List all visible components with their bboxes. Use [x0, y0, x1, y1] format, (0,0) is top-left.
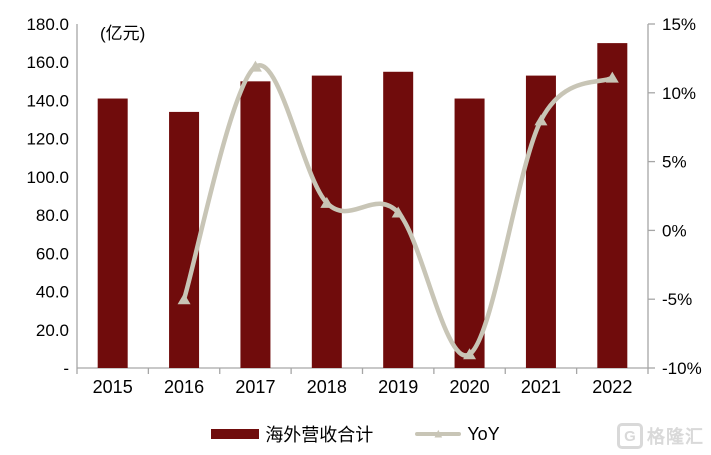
right-axis-tick-label: -5%: [662, 290, 692, 309]
right-axis-tick-label: 0%: [662, 221, 687, 240]
right-axis-tick-label: 5%: [662, 153, 687, 172]
left-axis-tick-label: 40.0: [36, 283, 69, 302]
yoy-marker-2016: [177, 293, 191, 305]
legend-item-yoy: ▲ YoY: [415, 423, 500, 445]
yoy-marker-2019: [391, 206, 405, 218]
yoy-marker-2020: [463, 348, 477, 360]
legend-label-overseas-revenue: 海外营收合计: [265, 425, 374, 445]
yoy-marker-2021: [534, 114, 548, 126]
chart-plot-area: 180.0 160.0 140.0 120.0 100.0 80.0 60.0 40.0 20.…: [26, 15, 702, 397]
right-axis-tick-label: 15%: [662, 15, 696, 34]
left-axis-tick-label: 120.0: [26, 130, 69, 149]
left-axis-tick-label: 180.0: [26, 15, 69, 34]
watermark-text: 格隆汇: [647, 427, 704, 447]
left-axis-tick-label: -: [63, 359, 69, 378]
x-axis-label-2017: 2017: [235, 377, 275, 397]
x-axis-label-2018: 2018: [307, 377, 347, 397]
bar-2015: [97, 98, 128, 369]
x-axis-label-2019: 2019: [378, 377, 418, 397]
x-axis-label-2022: 2022: [592, 377, 632, 397]
triangle-marker-icon: ▲: [431, 425, 445, 441]
bar-2016: [169, 111, 200, 369]
yoy-marker-2022: [605, 71, 619, 83]
bar-2018: [311, 75, 342, 368]
x-axis-label-2016: 2016: [164, 377, 204, 397]
left-axis-tick-label: 80.0: [36, 206, 69, 225]
left-axis-tick-label: 60.0: [36, 244, 69, 263]
bar-swatch-icon: [211, 429, 260, 439]
right-axis-tick-label: -10%: [662, 359, 702, 378]
line-swatch-icon: ▲: [415, 425, 462, 441]
bar-2022: [597, 43, 628, 368]
left-axis-tick-label: 140.0: [26, 91, 69, 110]
left-axis-unit-label: (亿元): [100, 24, 145, 43]
right-axis-tick-label: 10%: [662, 84, 696, 103]
legend-label-yoy: YoY: [467, 423, 500, 444]
watermark: G 格隆汇: [617, 423, 704, 449]
left-axis-tick-label: 20.0: [36, 321, 69, 340]
gelonghui-logo-icon: G: [617, 423, 643, 449]
chart-legend: 海外营收合计 ▲ YoY: [0, 421, 711, 447]
bar-2017: [240, 81, 271, 368]
left-axis-tick-label: 160.0: [26, 53, 69, 72]
bar-2020: [454, 98, 485, 369]
left-axis-tick-label: 100.0: [26, 168, 69, 187]
x-axis-label-2020: 2020: [450, 377, 490, 397]
yoy-marker-2017: [248, 60, 262, 72]
bar-2019: [383, 71, 414, 369]
x-axis-label-2015: 2015: [93, 377, 133, 397]
legend-item-overseas-revenue: 海外营收合计: [211, 421, 373, 447]
yoy-marker-2018: [320, 196, 334, 208]
x-axis-label-2021: 2021: [521, 377, 561, 397]
